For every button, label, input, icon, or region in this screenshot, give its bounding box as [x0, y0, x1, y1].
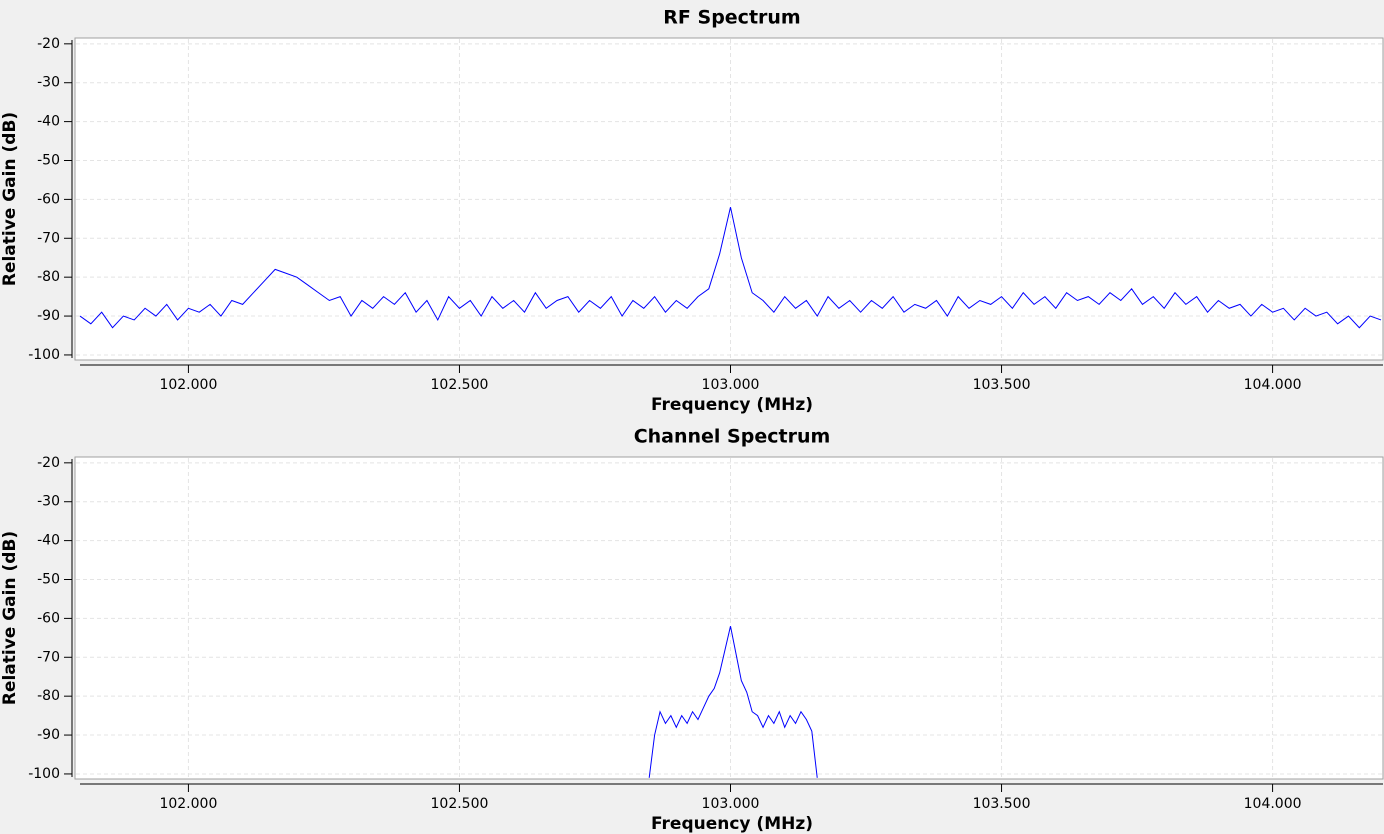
x-axis-label: Frequency (MHz): [651, 814, 813, 834]
y-tick-label: -20: [37, 36, 60, 52]
spectrum-line: [79, 207, 1382, 329]
chart-title: RF Spectrum: [663, 7, 800, 29]
x-tick-label: 103.000: [702, 796, 760, 812]
x-tick-label: 103.000: [702, 377, 760, 393]
y-tick-label: -40: [37, 114, 60, 130]
x-tick-label: 102.500: [431, 377, 489, 393]
chart-title: Channel Spectrum: [634, 426, 831, 448]
y-tick-label: -50: [37, 153, 60, 169]
y-tick-label: -100: [28, 347, 60, 363]
x-tick-label: 103.500: [973, 796, 1031, 812]
x-axis-label: Frequency (MHz): [651, 395, 813, 415]
y-tick-label: -80: [37, 269, 60, 285]
y-tick-label: -30: [37, 494, 60, 510]
x-tick-label: 102.500: [431, 796, 489, 812]
y-axis-label: Relative Gain (dB): [0, 112, 20, 286]
y-tick-label: -70: [37, 230, 60, 246]
y-tick-label: -60: [37, 191, 60, 207]
y-tick-label: -20: [37, 455, 60, 471]
y-axis-label: Relative Gain (dB): [0, 531, 20, 705]
y-tick-label: -80: [37, 688, 60, 704]
x-tick-label: 102.000: [159, 796, 217, 812]
y-tick-label: -40: [37, 533, 60, 549]
y-tick-label: -100: [28, 766, 60, 782]
y-tick-label: -70: [37, 649, 60, 665]
y-tick-label: -50: [37, 572, 60, 588]
y-tick-label: -90: [37, 308, 60, 324]
y-tick-label: -30: [37, 75, 60, 91]
y-tick-label: -60: [37, 610, 60, 626]
y-tick-label: -90: [37, 727, 60, 743]
x-tick-label: 103.500: [973, 377, 1031, 393]
spectrum-line: [648, 626, 818, 778]
x-tick-label: 102.000: [159, 377, 217, 393]
x-tick-label: 104.000: [1244, 377, 1302, 393]
x-tick-label: 104.000: [1244, 796, 1302, 812]
